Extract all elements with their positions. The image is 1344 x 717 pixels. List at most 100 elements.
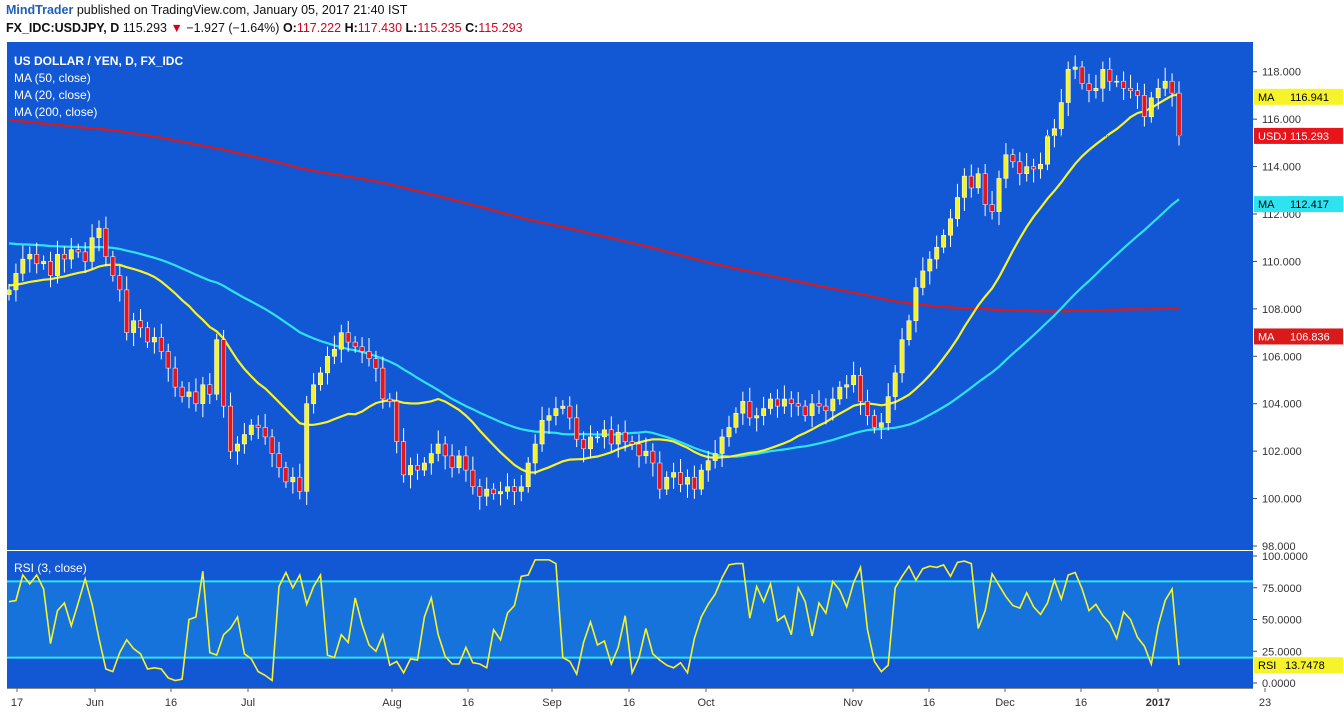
candle-body [345,332,351,343]
axis-label-value: 116.941 [1290,92,1329,104]
candle-body [421,462,427,471]
time-tick-label: 16 [1075,697,1087,709]
candle-body [1107,69,1113,82]
candle-body [442,443,448,457]
candle-body [719,436,725,454]
axis-label-value-bg [1287,88,1343,105]
candle-body [615,431,621,445]
candle-body [290,476,296,483]
candle-body [1155,88,1161,99]
candle-body [1141,95,1147,117]
high-label: H: [344,21,358,35]
candle-body [75,249,81,253]
time-tick-label: 23 [1259,697,1271,709]
candle-body [747,401,753,419]
candle-body [235,443,240,452]
candle-body [1045,135,1050,165]
candle-body [775,398,780,407]
ma50-line [8,198,1180,458]
candle-body [61,254,67,260]
candle-body [1162,80,1168,89]
candle-body [1086,83,1092,91]
time-axis-group: 17 Jun 16 Jul Aug 16 Sep 16 Oct Nov 16 Dec 16 2017 23 [0,688,1344,717]
candle-body [511,486,517,492]
time-tick-label: 17 [11,697,23,709]
ohlc-line: FX_IDC:USDJPY, D 115.293 ▼ −1.927 (−1.64… [6,21,523,35]
candle-body [318,372,323,386]
candle-body [532,443,538,464]
candle-body [13,273,19,291]
candle-body [463,455,469,471]
legend-ma50: MA (50, close) [14,71,91,85]
candle-body [844,384,850,388]
candle-body [172,367,178,388]
candle-body [1176,92,1182,137]
candle-body [193,391,199,405]
candle-body [103,227,109,257]
time-tick-label: 16 [623,697,635,709]
candle-body [892,372,898,397]
author-link[interactable]: MindTrader [6,3,74,17]
candle-body [657,462,663,490]
open-value: 117.222 [296,21,342,35]
candle-body [297,476,303,492]
ma200-line-group [8,118,1180,313]
price-axis-group: 118.000116.000114.000112.000110.000108.0… [1253,67,1343,690]
candle-body [394,401,400,442]
candle-body [733,412,739,428]
candle-body [1038,163,1043,170]
candle-body [352,341,358,348]
candle-body [1093,88,1099,91]
candle-body [851,375,857,386]
ma200-line [8,118,1180,313]
candle-body [1024,166,1030,174]
axis-label-value: 106.836 [1290,331,1330,343]
candle-body [1058,102,1064,129]
price-tick-label: 114.000 [1262,162,1301,174]
price-axis-bg[interactable] [1253,42,1344,688]
candle-body [117,275,123,291]
candle-body [726,427,732,438]
candle-body [802,405,808,416]
axis-label-value: 112.417 [1290,199,1329,211]
candle-body [643,450,649,457]
candle-body [491,488,497,495]
candle-body [982,173,988,205]
price-chart[interactable]: 118.000116.000114.000112.000110.000108.0… [0,42,1344,717]
candle-body [373,358,379,369]
time-tick-label: Jul [241,697,255,709]
axis-label-name: MA [1258,92,1275,104]
candle-body [311,384,317,404]
time-tick-label: Aug [382,697,402,709]
candle-body [138,320,143,329]
candle-body [920,270,926,288]
high-value: 117.430 [357,21,403,35]
candle-body [179,386,185,397]
candle-body [961,175,967,198]
candle-body [124,289,130,333]
rsi-tick-label: 100.0000 [1262,551,1308,563]
candle-body [816,403,822,407]
time-tick-label: Nov [843,697,863,709]
axis-label-name: MA [1258,199,1275,211]
candle-body [788,398,794,404]
rsi-tick-label: 25.0000 [1262,646,1302,658]
candle-body [262,427,268,438]
candle-body [823,405,829,412]
time-axis-bg [0,688,1344,717]
rsi-tick-label: 0.0000 [1262,678,1296,690]
candle-body [871,415,877,428]
candle-body [941,235,947,248]
candle-body [885,396,891,423]
candle-body [338,332,344,350]
price-tick-label: 102.000 [1262,446,1302,458]
candle-body [574,417,580,440]
rsi-axis-label-value: 13.7478 [1285,660,1325,672]
time-tick-label: 16 [462,697,474,709]
price-pane[interactable] [7,42,1253,550]
candle-body [255,424,261,428]
rsi-axis-label-name: RSI [1258,660,1276,672]
candle-body [948,218,953,236]
candle-body [837,386,843,400]
ma20-line [8,93,1180,474]
